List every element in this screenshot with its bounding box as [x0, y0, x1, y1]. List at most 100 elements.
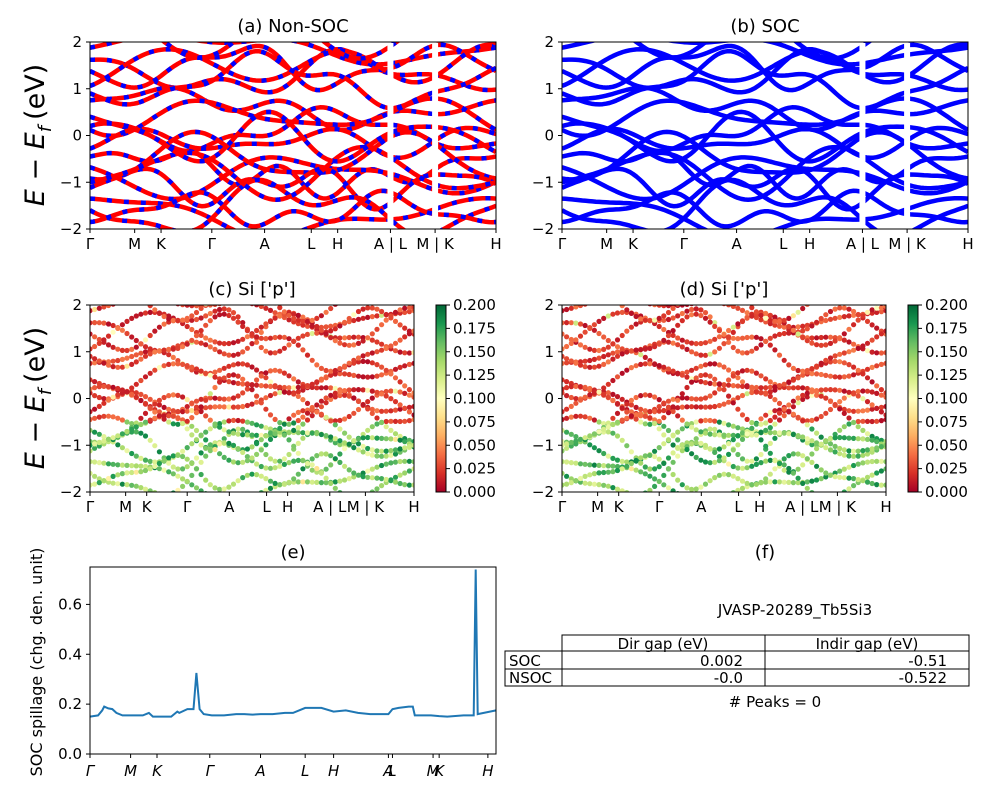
projected-point: [203, 413, 209, 419]
projected-point: [193, 427, 200, 434]
projected-point: [397, 406, 403, 412]
projected-point: [698, 429, 704, 435]
projected-point: [230, 459, 237, 465]
projected-point: [138, 469, 144, 475]
projected-point: [254, 523, 259, 528]
projected-point: [101, 434, 107, 440]
projected-point: [763, 376, 769, 382]
projected-point: [314, 479, 320, 485]
projected-point: [240, 381, 246, 387]
projected-point: [564, 445, 570, 451]
projected-point: [702, 362, 709, 368]
x-tick-label: L: [779, 235, 788, 253]
projected-point: [101, 305, 107, 310]
projected-point: [226, 545, 231, 550]
projected-point: [119, 356, 125, 362]
projected-point: [162, 492, 167, 497]
projected-point: [355, 472, 362, 478]
projected-point: [702, 442, 709, 448]
projected-point: [652, 305, 658, 308]
projected-point: [795, 331, 801, 337]
projected-point: [207, 417, 213, 423]
projected-point: [767, 425, 773, 431]
projected-point: [795, 480, 801, 486]
projected-point: [392, 366, 399, 372]
projected-point: [207, 372, 213, 378]
projected-point: [716, 458, 723, 464]
colorbar-label: 0.075: [925, 413, 968, 431]
projected-point: [601, 385, 607, 391]
projected-point: [568, 336, 574, 343]
projected-point: [175, 345, 181, 351]
projected-point: [277, 305, 283, 311]
projected-point: [374, 486, 380, 492]
projected-point: [156, 310, 162, 316]
projected-point: [679, 372, 685, 378]
projected-point: [758, 416, 764, 422]
projected-point: [115, 325, 121, 331]
projected-point: [851, 322, 857, 328]
projected-point: [119, 322, 125, 328]
projected-point: [383, 436, 389, 442]
projected-point: [365, 314, 371, 320]
projected-point: [332, 390, 338, 396]
projected-point: [189, 326, 195, 333]
projected-point: [411, 416, 414, 423]
projected-point: [133, 453, 139, 459]
projected-point: [768, 521, 773, 526]
projected-point: [90, 427, 93, 433]
projected-point: [605, 394, 611, 400]
projected-point: [795, 466, 801, 472]
projected-point: [564, 459, 570, 465]
projected-point: [856, 285, 861, 290]
projected-point: [596, 355, 602, 361]
projected-point: [781, 357, 787, 363]
projected-point: [142, 344, 149, 350]
projected-point: [716, 345, 723, 351]
projected-point: [800, 335, 806, 341]
projected-point: [392, 318, 399, 324]
projected-point: [281, 309, 287, 315]
x-tick-label: Γ: [86, 762, 96, 780]
projected-point: [568, 394, 574, 401]
x-tick-label: M | K: [347, 498, 386, 516]
projected-point: [726, 367, 732, 373]
projected-point: [360, 374, 366, 380]
projected-point: [716, 328, 723, 334]
projected-point: [286, 317, 292, 323]
projected-point: [619, 488, 625, 492]
projected-point: [638, 406, 644, 412]
projected-point: [647, 415, 653, 421]
projected-point: [374, 421, 380, 427]
projected-point: [744, 367, 750, 373]
y-tick-label: 1: [72, 80, 82, 98]
projected-point: [189, 482, 195, 488]
projected-point: [851, 483, 857, 489]
projected-point: [841, 374, 847, 380]
projected-point: [240, 361, 246, 367]
nonsoc-band-blue: [90, 166, 496, 212]
projected-point: [365, 427, 371, 433]
projected-point: [568, 340, 574, 346]
projected-point: [624, 328, 630, 334]
projected-point: [212, 542, 217, 547]
projected-point: [194, 526, 199, 531]
y-tick-label: −2: [532, 483, 554, 501]
projected-point: [712, 349, 718, 355]
projected-point: [115, 357, 121, 364]
projected-point: [716, 432, 723, 438]
projected-point: [614, 310, 621, 316]
projected-point: [730, 344, 736, 351]
projected-point: [633, 321, 639, 327]
projected-point: [763, 391, 769, 397]
projected-point: [601, 482, 607, 488]
projected-point: [708, 498, 713, 503]
projected-point: [739, 412, 746, 418]
projected-point: [392, 451, 399, 457]
projected-point: [406, 409, 412, 415]
y-tick-label: 1: [544, 80, 554, 98]
x-tick-label: M | K: [416, 235, 455, 253]
projected-point: [235, 373, 241, 379]
projected-point: [230, 442, 237, 448]
projected-point: [717, 532, 722, 537]
